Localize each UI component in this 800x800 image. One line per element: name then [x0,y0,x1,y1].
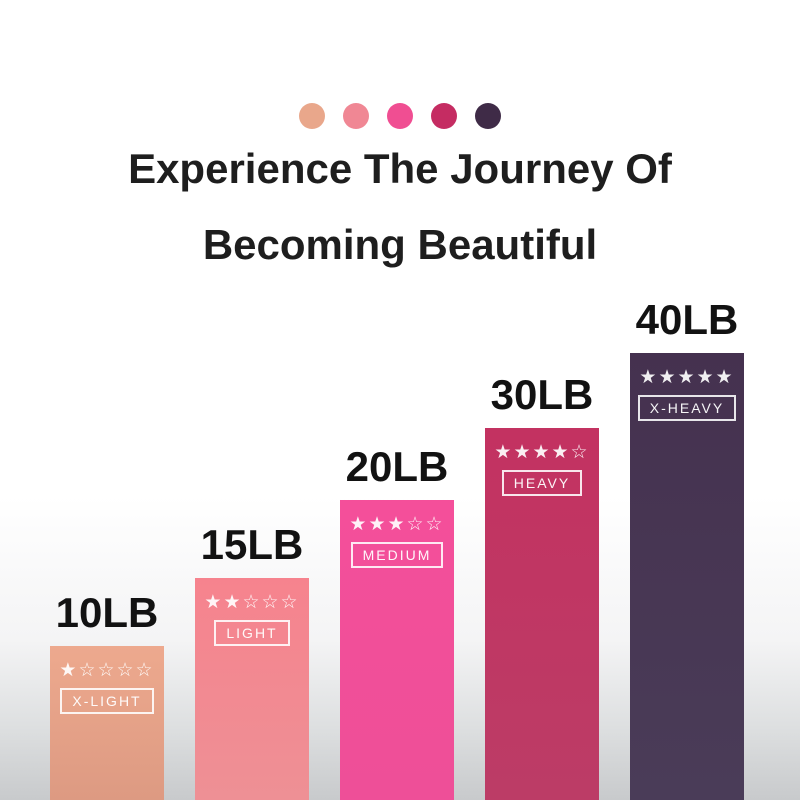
star-rating: ★★★★★ [639,366,735,388]
resistance-bar-x-heavy: ★★★★★ X-HEAVY [630,353,744,800]
level-badge: X-LIGHT [60,688,154,714]
star-rating: ★★☆☆☆ [204,591,300,613]
medium-dot [387,103,413,129]
star-rating: ★☆☆☆☆ [59,659,155,681]
level-badge: MEDIUM [350,542,444,568]
x-light-dot [299,103,325,129]
bar-column-medium: 20LB ★★★☆☆ MEDIUM [340,446,454,800]
level-badge: HEAVY [501,470,583,496]
title-line-1: Experience The Journey Of [128,145,672,192]
heavy-dot [431,103,457,129]
resistance-bar-x-light: ★☆☆☆☆ X-LIGHT [50,646,164,800]
bar-weight-label: 15LB [200,521,304,568]
bar-weight-label: 10LB [55,589,159,636]
bar-chart: 10LB ★☆☆☆☆ X-LIGHT 15LB ★★☆☆☆ LIGHT 20LB ★★★☆☆ M… [50,299,744,800]
bar-column-heavy: 30LB ★★★★☆ HEAVY [485,374,599,800]
level-badge: X-HEAVY [637,395,737,421]
resistance-bar-light: ★★☆☆☆ LIGHT [195,578,309,800]
x-heavy-dot [475,103,501,129]
light-dot [343,103,369,129]
bar-weight-label: 20LB [345,443,449,490]
star-rating: ★★★☆☆ [349,513,445,535]
resistance-bar-medium: ★★★☆☆ MEDIUM [340,500,454,800]
level-badge: LIGHT [214,620,290,646]
bar-column-x-heavy: 40LB ★★★★★ X-HEAVY [630,299,744,800]
star-rating: ★★★★☆ [494,441,590,463]
bar-column-light: 15LB ★★☆☆☆ LIGHT [195,524,309,800]
bar-column-x-light: 10LB ★☆☆☆☆ X-LIGHT [50,592,164,800]
bar-weight-label: 30LB [490,371,594,418]
title-line-2: Becoming Beautiful [202,221,598,268]
resistance-bar-heavy: ★★★★☆ HEAVY [485,428,599,800]
palette-dot-row [0,103,800,129]
page-title: Experience The Journey Of Becoming Beaut… [0,131,800,283]
bar-weight-label: 40LB [635,296,739,343]
